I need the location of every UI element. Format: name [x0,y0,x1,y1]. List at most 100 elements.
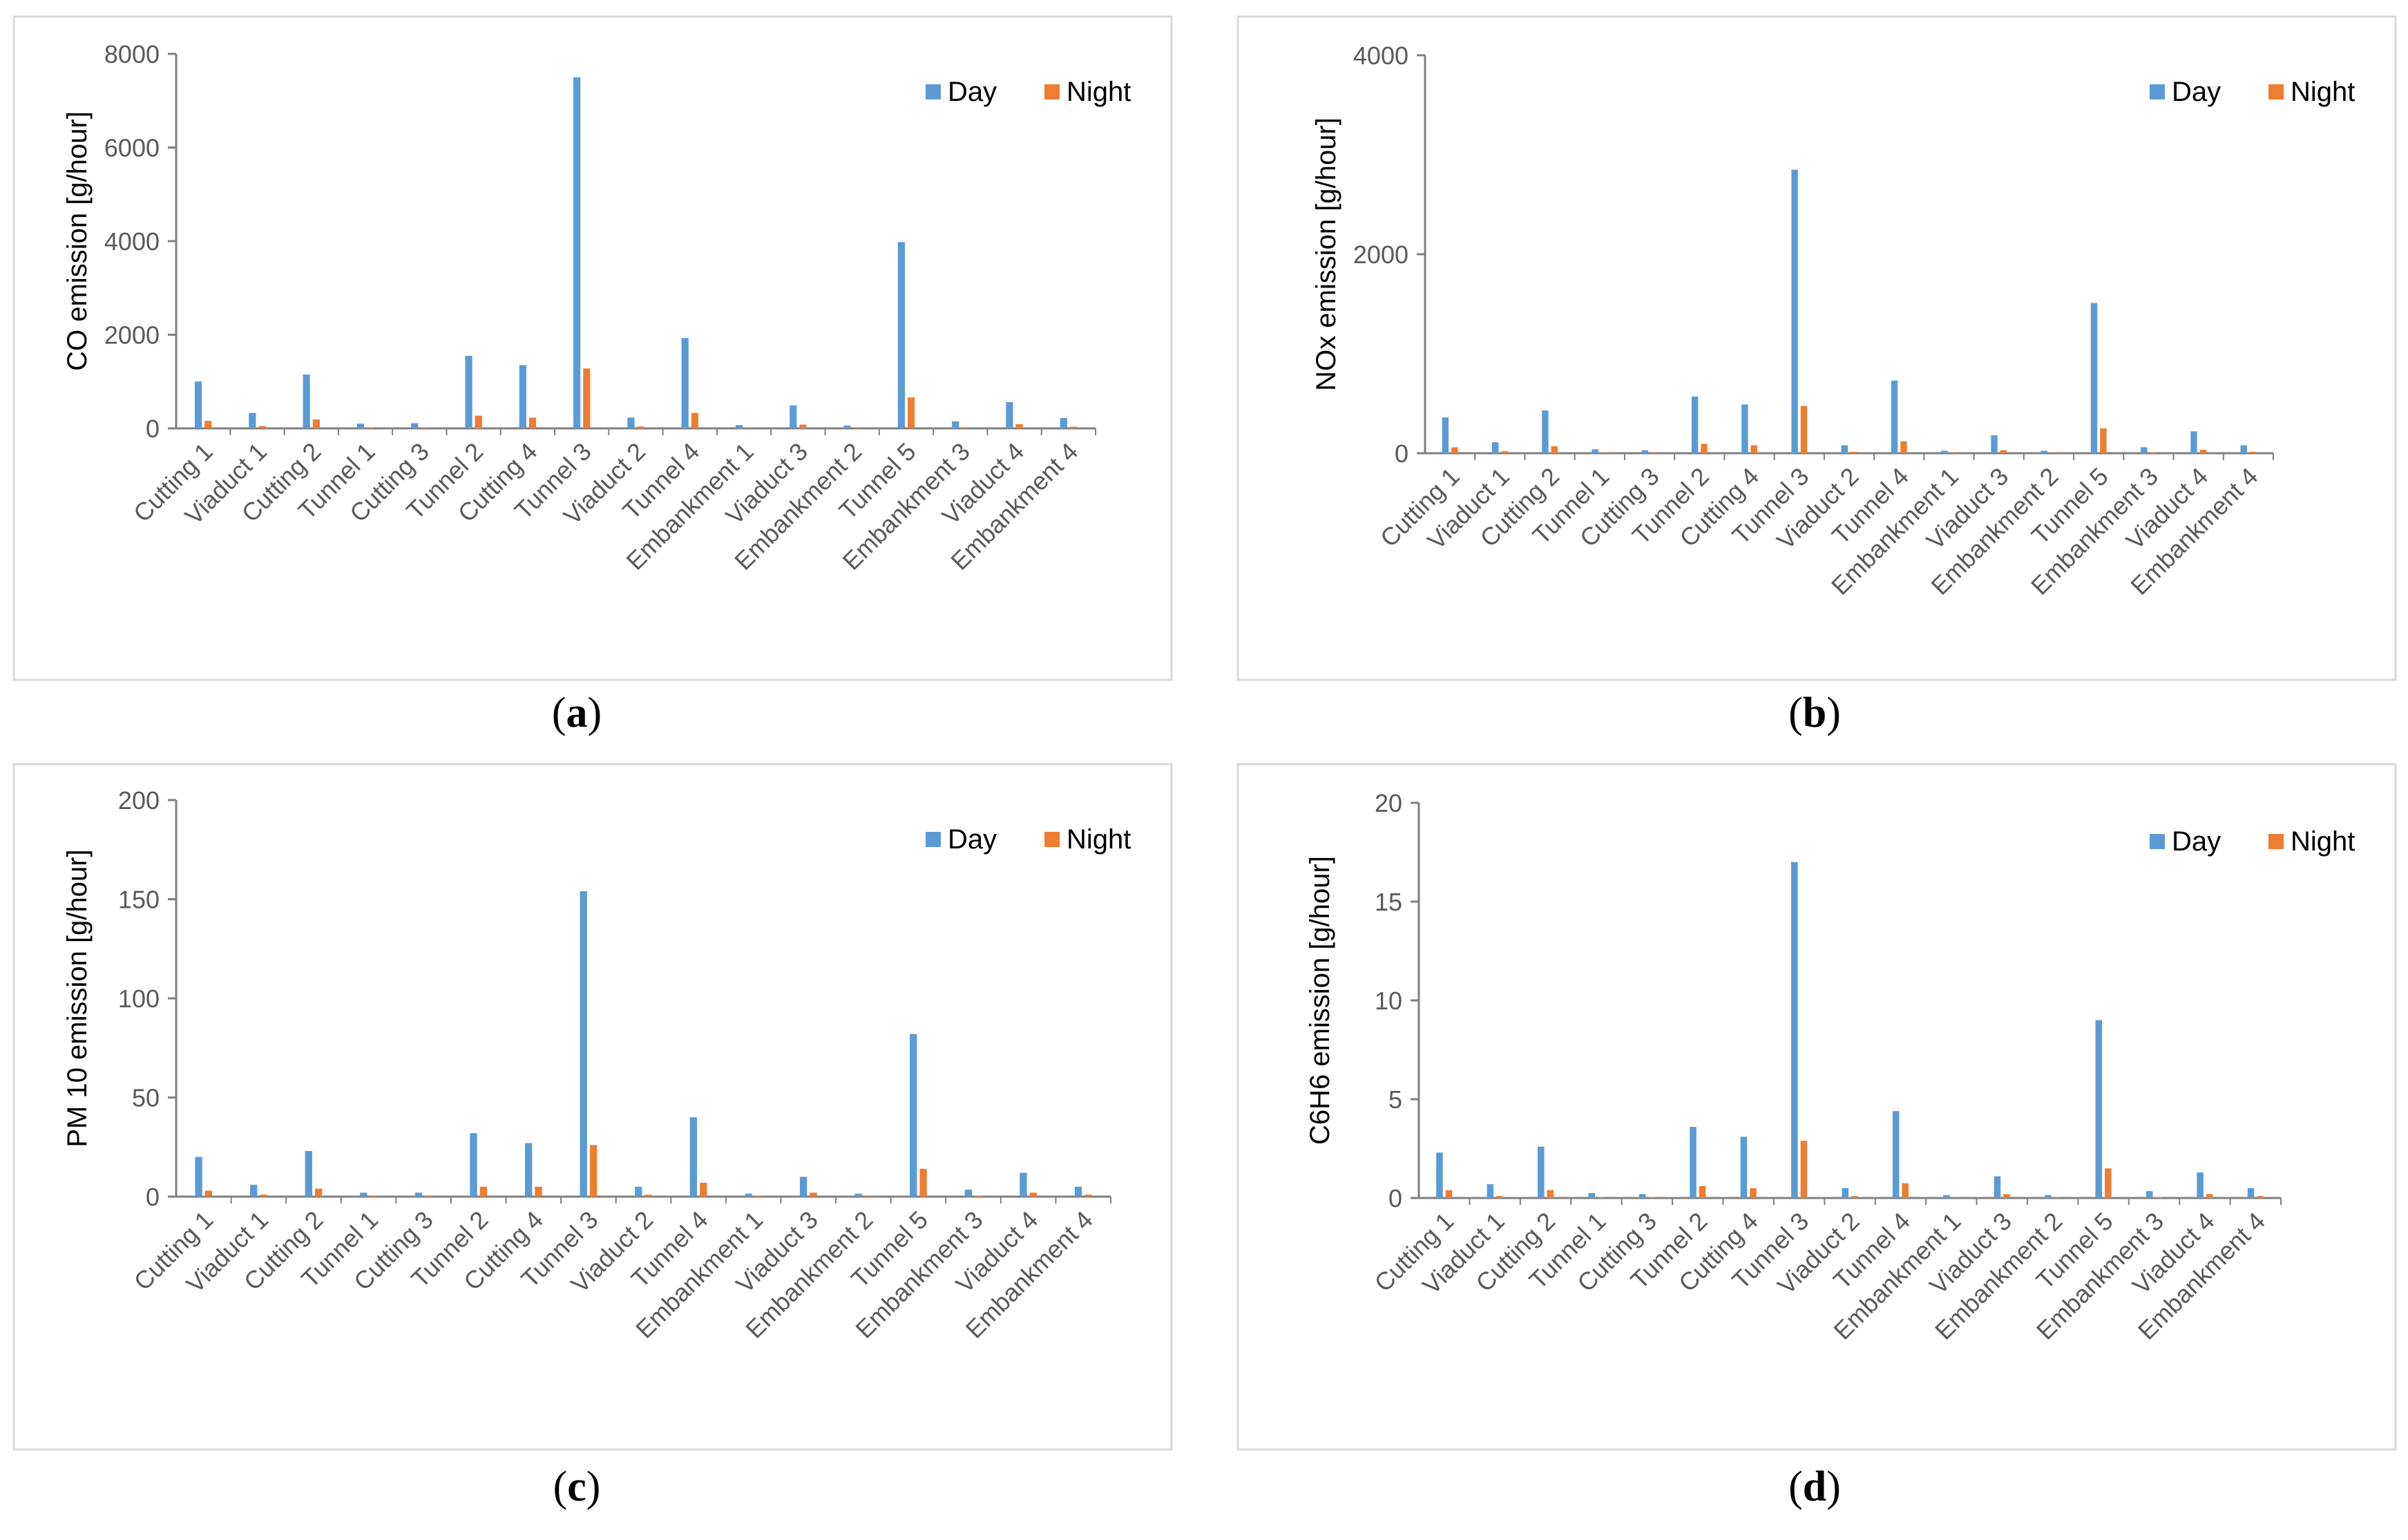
bar-day-viaduct-4 [1006,402,1013,428]
bar-night-viaduct-3 [2003,1194,2010,1198]
bar-night-tunnel-2 [1699,1186,1706,1198]
bar-day-cutting-4 [1740,1137,1748,1198]
bar-night-embankment-4 [2249,451,2257,453]
bar-day-tunnel-3 [1791,169,1798,453]
bar-day-embankment-1 [745,1193,752,1197]
bar-night-embankment-4 [1069,426,1078,428]
bar-day-embankment-2 [854,1193,862,1197]
y-axis-title: CO emission [g/hour] [62,111,93,371]
bar-night-embankment-2 [2054,1197,2061,1198]
y-tick-label: 4000 [1353,41,1408,70]
bar-day-cutting-3 [414,1192,423,1197]
chart-frame [12,15,1173,681]
bar-night-tunnel-1 [370,1196,377,1197]
bar-night-tunnel-5 [919,1168,927,1197]
legend-swatch-day [926,84,941,99]
bar-day-tunnel-4 [1892,1111,1900,1198]
bar-night-cutting-3 [1648,1197,1655,1198]
bar-night-cutting-1 [1451,447,1458,453]
y-tick-label: 15 [1375,888,1402,916]
y-axis-title: PM 10 emission [g/hour] [62,849,93,1147]
bar-day-cutting-2 [303,374,310,428]
y-axis-title: NOx emission [g/hour] [1311,117,1341,391]
bar-night-tunnel-3 [1800,406,1808,453]
legend: Day Night [926,77,1131,107]
bar-night-cutting-4 [1750,445,1757,453]
panel-label: (b) [1788,690,1841,736]
bar-night-cutting-2 [312,419,320,428]
bar-night-cutting-4 [535,1186,542,1197]
bar-night-tunnel-3 [583,368,591,428]
legend: Day Night [2150,826,2355,857]
panel-label: (d) [1788,1463,1841,1510]
bar-day-embankment-3 [964,1189,973,1197]
bar-day-viaduct-2 [1841,445,1848,453]
bar-day-viaduct-2 [1842,1188,1848,1198]
legend-label-night: Night [2291,826,2355,857]
bar-night-tunnel-5 [2105,1168,2112,1198]
bar-day-cutting-4 [1741,404,1748,453]
legend-swatch-night [1044,84,1060,99]
legend-label-day: Day [948,824,997,855]
bar-night-tunnel-4 [1900,441,1907,453]
bar-day-viaduct-4 [1020,1172,1027,1197]
bar-day-viaduct-3 [790,405,797,428]
y-tick-label: 6000 [104,134,160,162]
bar-day-cutting-3 [1641,450,1649,453]
legend-swatch-day [926,832,941,847]
legend-label-day: Day [948,77,997,107]
bar-night-viaduct-3 [799,424,807,428]
bar-day-cutting-4 [519,365,526,428]
bar-night-tunnel-4 [700,1182,707,1197]
bar-night-cutting-2 [1547,1190,1554,1198]
bar-day-embankment-4 [2240,445,2247,453]
legend-swatch-night [1044,832,1060,847]
bar-day-tunnel-4 [689,1117,698,1197]
bar-night-viaduct-2 [1851,1196,1858,1198]
legend-swatch-day [2150,834,2165,849]
bar-night-viaduct-2 [1851,451,1857,453]
bar-night-embankment-3 [962,427,969,428]
chart-frame [12,763,1173,1451]
y-tick-label: 0 [1395,439,1408,468]
bar-day-embankment-2 [843,425,851,428]
y-tick-label: 4000 [104,227,160,256]
bar-day-tunnel-2 [1690,1127,1697,1198]
bar-night-embankment-1 [754,1196,763,1197]
bar-night-cutting-4 [1750,1188,1757,1198]
bar-night-viaduct-4 [1029,1192,1037,1197]
bar-day-viaduct-2 [627,417,635,428]
bar-night-embankment-4 [1084,1195,1092,1197]
bar-night-viaduct-2 [637,426,644,428]
legend: Day Night [2150,77,2355,107]
bar-day-embankment-4 [1060,418,1067,428]
legend-swatch-night [2268,834,2284,849]
chart-frame [1236,763,2397,1451]
y-tick-label: 5 [1388,1085,1402,1114]
y-tick-label: 200 [118,786,160,815]
chart-frame [1236,15,2397,681]
bar-night-viaduct-4 [2206,1194,2213,1198]
bar-day-viaduct-3 [1991,435,1998,453]
bar-night-tunnel-5 [2100,428,2107,453]
bar-night-tunnel-2 [479,1186,488,1197]
legend-label-night: Night [1067,824,1131,855]
bar-day-cutting-1 [1442,417,1449,453]
bar-day-viaduct-1 [1487,1183,1494,1198]
y-tick-label: 2000 [1353,240,1408,269]
bar-day-viaduct-2 [635,1186,642,1197]
bar-night-cutting-2 [314,1188,323,1197]
legend-swatch-day [2150,84,2165,99]
bar-night-embankment-4 [2257,1196,2264,1198]
bar-night-viaduct-1 [258,426,266,428]
panel-label: (a) [552,690,602,736]
bar-day-tunnel-4 [1891,380,1898,453]
bar-night-embankment-3 [2155,1197,2163,1198]
bar-day-embankment-3 [2141,447,2148,453]
bar-day-embankment-2 [2041,450,2047,453]
y-tick-label: 50 [132,1084,160,1112]
y-tick-label: 2000 [104,321,160,350]
legend-swatch-night [2268,84,2284,99]
bar-day-tunnel-5 [2090,303,2098,453]
